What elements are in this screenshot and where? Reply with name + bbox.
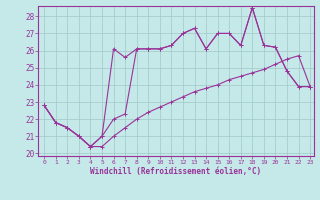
X-axis label: Windchill (Refroidissement éolien,°C): Windchill (Refroidissement éolien,°C) (91, 167, 261, 176)
